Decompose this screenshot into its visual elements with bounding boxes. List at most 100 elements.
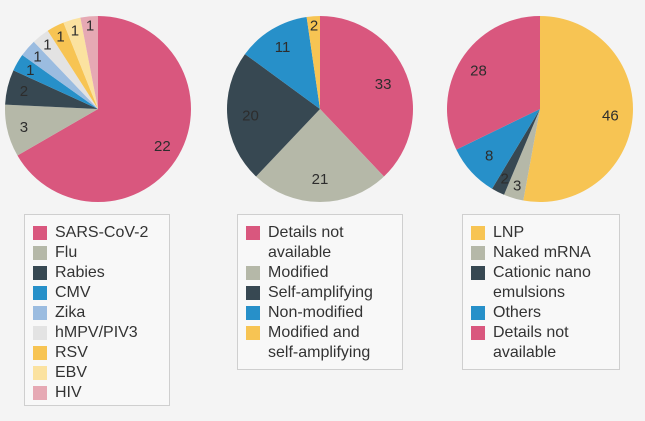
pie-slice-others xyxy=(456,109,540,189)
data-label-modified-and-self-amplifying: 2 xyxy=(310,18,318,35)
legend-swatch xyxy=(33,366,47,380)
legend-swatch xyxy=(246,286,260,300)
legend-swatch xyxy=(33,306,47,320)
legend-swatch xyxy=(246,266,260,280)
pie-slice-details-not-available xyxy=(446,16,540,150)
legend-label: Flu xyxy=(55,244,78,261)
data-label-cationic-nano-emulsions: 2 xyxy=(501,171,509,188)
legend-label: Others xyxy=(493,304,542,321)
legend-swatch xyxy=(246,306,260,320)
legend-swatch xyxy=(246,326,260,340)
data-label-hmpv-piv3: 1 xyxy=(43,37,51,54)
legend-swatch xyxy=(471,226,485,240)
legend-label: hMPV/PIV3 xyxy=(55,324,138,341)
legend-mrna-type: Details not available Modified Self-amplify… xyxy=(237,214,403,370)
legend-label: Non-modified xyxy=(268,304,364,321)
legend-swatch xyxy=(33,326,47,340)
data-label-self-amplifying: 20 xyxy=(242,107,259,124)
legend-swatch xyxy=(246,226,260,240)
pie-slice-lnp xyxy=(523,16,634,203)
legend-label: Details not available xyxy=(268,224,344,261)
legend-item: Rabies xyxy=(33,263,163,283)
legend-item: Modified xyxy=(246,263,396,283)
data-label-others: 8 xyxy=(485,147,493,164)
legend-swatch xyxy=(471,306,485,320)
pie-slice-sars-cov-2 xyxy=(17,16,191,202)
legend-swatch xyxy=(33,286,47,300)
pie-slice-modified xyxy=(256,109,384,203)
pie-slice-zika xyxy=(22,41,98,109)
legend-label: Modified and self-amplifying xyxy=(268,324,371,361)
legend-item: RSV xyxy=(33,343,163,363)
legend-label: LNP xyxy=(493,224,525,241)
legend-item: Flu xyxy=(33,243,163,263)
legend-swatch xyxy=(471,246,485,260)
pie-slice-rsv xyxy=(47,22,98,109)
legend-label: SARS-CoV-2 xyxy=(55,224,149,241)
legend-item: Modified and self-amplifying xyxy=(246,323,396,363)
legend-label: RSV xyxy=(55,344,88,361)
legend-item: CMV xyxy=(33,283,163,303)
data-label-modified: 21 xyxy=(312,171,329,188)
legend-delivery: LNP Naked mRNA Cationic nano emulsions Other… xyxy=(462,214,620,370)
data-label-flu: 3 xyxy=(20,119,28,136)
legend-item: Non-modified xyxy=(246,303,396,323)
legend-label: Naked mRNA xyxy=(493,244,591,261)
pie-slice-details-not-available xyxy=(320,16,413,177)
legend-item: hMPV/PIV3 xyxy=(33,323,163,343)
pie-slice-hmpv-piv3 xyxy=(33,30,99,110)
legend-swatch xyxy=(33,246,47,260)
legend-label: Rabies xyxy=(55,264,105,281)
data-label-lnp: 46 xyxy=(602,107,619,124)
data-label-details-not-available: 33 xyxy=(375,76,392,93)
legend-label: HIV xyxy=(55,384,82,401)
pie-slice-cationic-nano-emulsions xyxy=(492,109,540,195)
pie-slice-hiv xyxy=(80,16,98,109)
legend-item: Self-amplifying xyxy=(246,283,396,303)
data-label-details-not-available: 28 xyxy=(470,63,487,80)
legend-item: HIV xyxy=(33,383,163,403)
data-label-naked-mrna: 3 xyxy=(513,178,521,195)
legend-swatch xyxy=(33,386,47,400)
legend-swatch xyxy=(33,266,47,280)
legend-label: Details not available xyxy=(493,324,569,361)
legend-label: Modified xyxy=(268,264,329,281)
data-label-ebv: 1 xyxy=(71,23,79,40)
legend-pathogen: SARS-CoV-2 Flu Rabies CMV Zika hMPV/PIV3 RSV EB… xyxy=(24,214,170,406)
legend-item: Others xyxy=(471,303,613,323)
legend-label: EBV xyxy=(55,364,88,381)
data-label-hiv: 1 xyxy=(86,18,94,35)
legend-item: SARS-CoV-2 xyxy=(33,223,163,243)
data-label-rabies: 2 xyxy=(20,83,28,100)
legend-label: Self-amplifying xyxy=(268,284,373,301)
legend-label: Zika xyxy=(55,304,86,321)
legend-label: Cationic nano emulsions xyxy=(493,264,591,301)
data-label-zika: 1 xyxy=(33,49,41,66)
pie-slice-modified-and-self-amplifying xyxy=(306,16,320,109)
legend-swatch xyxy=(33,226,47,240)
legend-item: EBV xyxy=(33,363,163,383)
pie-slice-flu xyxy=(4,104,98,156)
pie-slice-cmv xyxy=(13,55,99,109)
data-label-non-modified: 11 xyxy=(275,39,291,56)
pie-chart-2: 33 21 20 11 2 xyxy=(226,16,413,203)
legend-swatch xyxy=(471,266,485,280)
data-label-sars-cov-2: 22 xyxy=(154,138,171,155)
legend-swatch xyxy=(471,326,485,340)
pie-slice-ebv xyxy=(63,17,98,109)
legend-item: Cationic nano emulsions xyxy=(471,263,613,303)
legend-swatch xyxy=(33,346,47,360)
pie-slice-non-modified xyxy=(244,16,320,110)
data-label-rsv: 1 xyxy=(56,28,64,45)
legend-item: Naked mRNA xyxy=(471,243,613,263)
pie-slice-naked-mrna xyxy=(504,109,540,201)
legend-label: CMV xyxy=(55,284,91,301)
legend-item: Zika xyxy=(33,303,163,323)
pie-slice-rabies xyxy=(5,70,98,109)
pie-slice-self-amplifying xyxy=(226,54,320,177)
legend-item: Details not available xyxy=(471,323,613,363)
data-label-cmv: 1 xyxy=(26,62,34,79)
